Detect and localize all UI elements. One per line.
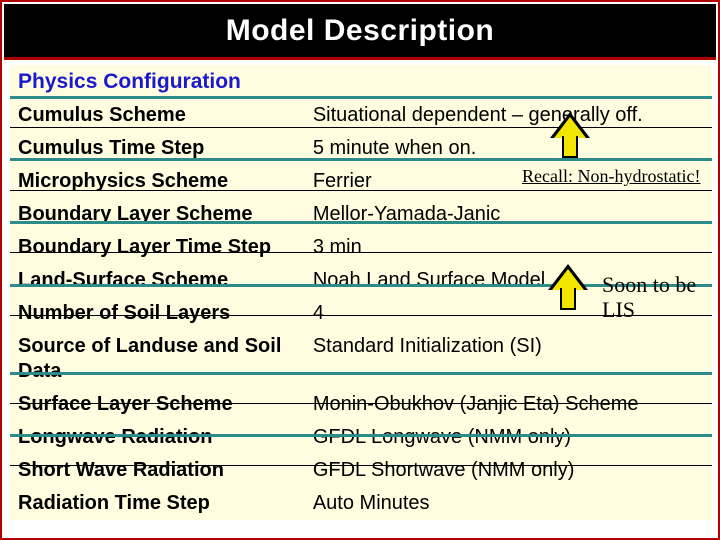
slide-frame: Model Description Physics Configuration …	[0, 0, 720, 540]
table-header-label: Physics Configuration	[10, 65, 305, 99]
table-header-row: Physics Configuration	[10, 65, 712, 99]
row-separator	[10, 434, 712, 436]
table-row: Boundary Layer Time Step3 min	[10, 231, 712, 264]
note-recall: Recall: Non-hydrostatic!	[522, 166, 700, 187]
row-value: GFDL Shortwave (NMM only)	[305, 454, 712, 487]
callout-arrow-icon	[550, 112, 590, 162]
row-value: Auto Minutes	[305, 487, 712, 520]
row-label: Land-Surface Scheme	[10, 264, 305, 297]
table-row: Short Wave RadiationGFDL Shortwave (NMM …	[10, 454, 712, 487]
row-separator	[10, 465, 712, 466]
row-separator	[10, 127, 712, 128]
row-separator	[10, 372, 712, 374]
table-header-value	[305, 65, 712, 99]
row-label: Longwave Radiation	[10, 421, 305, 454]
table-row: Longwave RadiationGFDL Longwave (NMM onl…	[10, 421, 712, 454]
table-row: Surface Layer SchemeMonin-Obukhov (Janji…	[10, 388, 712, 421]
row-label: Cumulus Time Step	[10, 132, 305, 165]
row-separator	[10, 158, 712, 160]
slide-title: Model Description	[226, 14, 495, 48]
row-separator	[10, 190, 712, 191]
row-value: 3 min	[305, 231, 712, 264]
row-label: Radiation Time Step	[10, 487, 305, 520]
row-separator	[10, 221, 712, 223]
table-row: Source of Landuse and Soil DataStandard …	[10, 330, 712, 388]
note-soon: Soon to be LIS	[602, 272, 712, 323]
row-value: Standard Initialization (SI)	[305, 330, 712, 388]
row-value: Monin-Obukhov (Janjic Eta) Scheme	[305, 388, 712, 421]
table-row: Cumulus Time Step5 minute when on.	[10, 132, 712, 165]
row-label: Microphysics Scheme	[10, 165, 305, 198]
row-value: 5 minute when on.	[305, 132, 712, 165]
row-separator	[10, 252, 712, 253]
title-band: Model Description	[4, 4, 716, 60]
row-label: Surface Layer Scheme	[10, 388, 305, 421]
row-separator	[10, 96, 712, 98]
callout-arrow-icon	[548, 264, 588, 314]
row-label: Short Wave Radiation	[10, 454, 305, 487]
row-value: GFDL Longwave (NMM only)	[305, 421, 712, 454]
row-label: Boundary Layer Time Step	[10, 231, 305, 264]
table-row: Boundary Layer SchemeMellor-Yamada-Janic	[10, 198, 712, 231]
table-row: Radiation Time StepAuto Minutes	[10, 487, 712, 520]
row-separator	[10, 403, 712, 404]
row-label: Source of Landuse and Soil Data	[10, 330, 305, 388]
row-label: Number of Soil Layers	[10, 297, 305, 330]
row-value: Mellor-Yamada-Janic	[305, 198, 712, 231]
row-label: Boundary Layer Scheme	[10, 198, 305, 231]
